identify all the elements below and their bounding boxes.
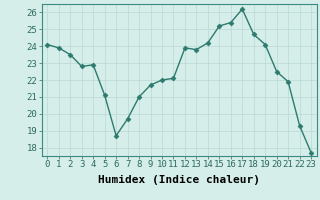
X-axis label: Humidex (Indice chaleur): Humidex (Indice chaleur) — [98, 175, 260, 185]
